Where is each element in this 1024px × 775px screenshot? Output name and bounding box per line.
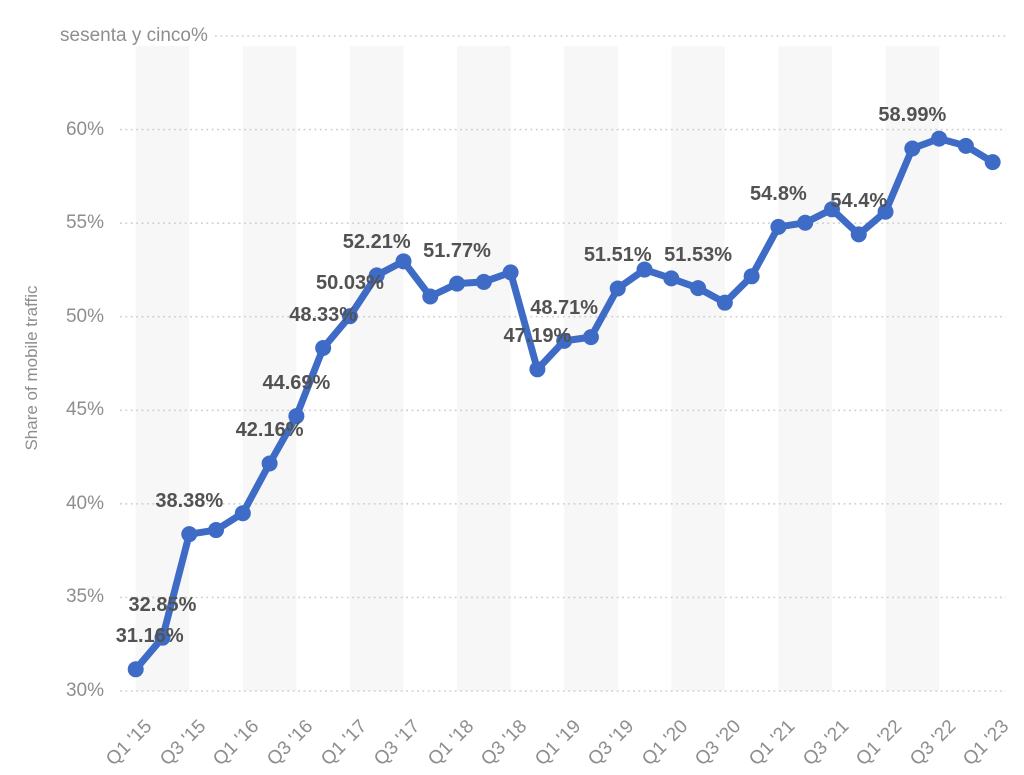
data-point	[636, 261, 653, 278]
data-point	[261, 455, 278, 472]
data-point	[877, 203, 894, 220]
data-point	[422, 288, 439, 305]
value-label: 52.21%	[342, 231, 411, 254]
value-label: 31.16%	[115, 625, 184, 648]
data-point	[556, 332, 573, 349]
data-point	[984, 154, 1001, 171]
plot-band	[564, 46, 618, 691]
data-point	[663, 270, 680, 287]
data-point	[770, 218, 787, 235]
y-axis-title: Share of mobile traffic	[22, 285, 41, 451]
y-tick-label: 45%	[65, 399, 104, 421]
data-point	[234, 505, 251, 522]
data-point	[449, 275, 466, 292]
value-label: 54.8%	[750, 182, 807, 205]
data-point	[797, 214, 814, 231]
data-point	[823, 201, 840, 218]
value-label: 51.53%	[664, 244, 732, 267]
data-point	[315, 339, 332, 356]
y-tick-label: sesenta y cinco%	[60, 25, 208, 46]
data-point	[743, 268, 760, 285]
data-point	[716, 294, 733, 311]
value-label: 48.71%	[530, 296, 599, 319]
y-tick-label: 40%	[65, 492, 104, 514]
data-point	[181, 526, 198, 543]
y-tick-label: 60%	[65, 118, 104, 140]
value-label: 44.69%	[262, 372, 331, 395]
value-label: 51.77%	[423, 239, 491, 262]
value-label: 51.51%	[583, 244, 652, 267]
data-point	[208, 522, 225, 539]
data-point	[904, 140, 921, 157]
value-label: 50.03%	[316, 272, 384, 295]
y-tick-label: 50%	[65, 305, 104, 327]
value-label: 54.4%	[830, 190, 888, 213]
plot-band	[457, 46, 511, 691]
value-label: 48.33%	[289, 303, 358, 326]
y-tick-label: 35%	[65, 586, 104, 608]
data-point	[127, 661, 144, 678]
plot-band	[349, 46, 404, 691]
value-label: 58.99%	[878, 104, 947, 127]
data-point	[582, 329, 599, 346]
value-label: 38.38%	[155, 490, 224, 513]
data-point	[395, 253, 412, 270]
data-point	[931, 130, 948, 147]
plot-band	[671, 46, 725, 691]
data-point	[529, 361, 546, 378]
y-tick-label: 30%	[65, 680, 104, 701]
data-point	[502, 264, 519, 281]
data-point	[154, 629, 171, 646]
value-label: 42.16%	[235, 419, 304, 442]
plot-band	[778, 46, 832, 691]
data-point	[475, 273, 492, 290]
data-point	[609, 280, 626, 297]
plot-band	[135, 46, 190, 691]
data-point	[341, 308, 358, 325]
value-label: 47.19%	[503, 325, 572, 348]
value-label: 32.85%	[128, 593, 197, 616]
data-point	[368, 267, 385, 284]
plot-band	[242, 46, 297, 691]
y-tick-label: 55%	[65, 212, 104, 234]
data-point	[850, 226, 867, 243]
data-point	[957, 137, 974, 154]
data-point	[288, 408, 305, 425]
data-point	[690, 280, 707, 297]
